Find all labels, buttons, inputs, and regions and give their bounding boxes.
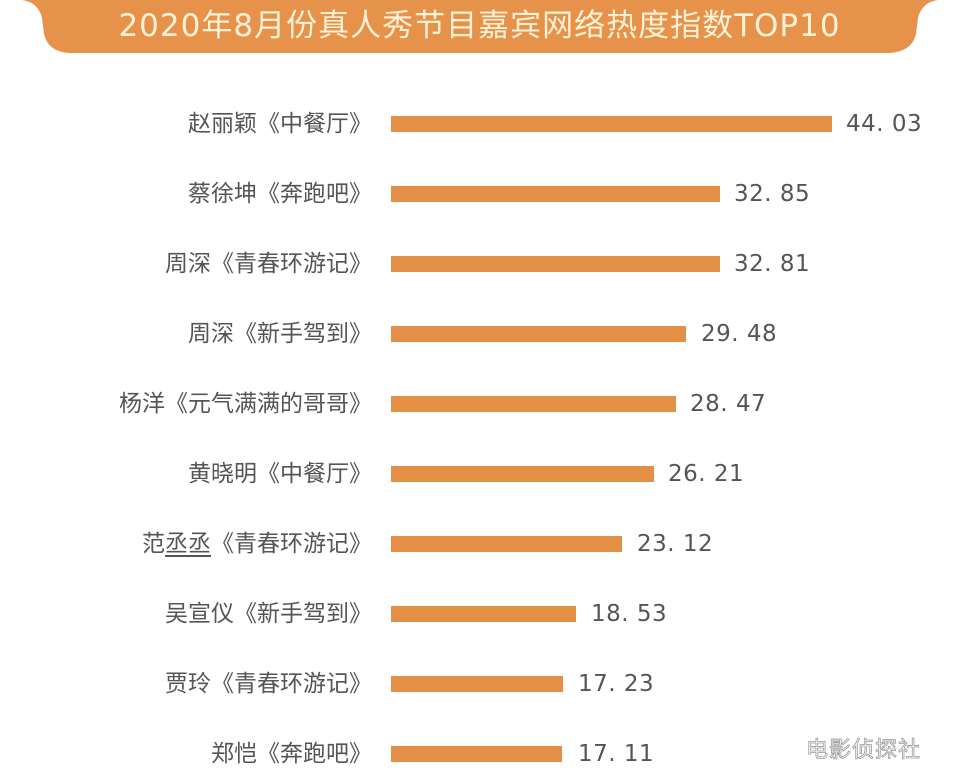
guest-name: 周深 [165,251,211,277]
value-label: 18. 53 [591,601,668,627]
value-label: 23. 12 [637,531,714,557]
banner-shape [22,0,938,53]
chart-row: 赵丽颖《中餐厅》 44. 03 [0,104,959,144]
bar [391,396,676,412]
show-name: 《青春环游记》 [211,671,372,697]
guest-name: 范 [142,531,165,557]
chart-row: 黄晓明《中餐厅》 26. 21 [0,454,959,494]
chart-row: 周深《青春环游记》 32. 81 [0,244,959,284]
show-name: 《奔跑吧》 [257,181,372,207]
chart-row: 蔡徐坤《奔跑吧》 32. 85 [0,174,959,214]
guest-name-link[interactable]: 丞丞 [165,531,211,557]
row-label: 范丞丞《青春环游记》 [142,524,372,564]
chart-row: 周深《新手驾到》 29. 48 [0,314,959,354]
show-name: 《青春环游记》 [211,251,372,277]
guest-name: 杨洋 [119,391,165,417]
value-label: 17. 11 [578,741,655,767]
show-name: 《中餐厅》 [257,461,372,487]
value-label: 32. 81 [734,251,811,277]
bar [391,326,686,342]
guest-name: 贾玲 [165,671,211,697]
row-label: 周深《青春环游记》 [165,244,372,284]
value-label: 17. 23 [578,671,655,697]
value-label: 26. 21 [668,461,745,487]
row-label: 杨洋《元气满满的哥哥》 [119,384,372,424]
show-name: 《中餐厅》 [257,111,372,137]
bar [391,606,576,622]
chart-row: 吴宣仪《新手驾到》 18. 53 [0,594,959,634]
guest-name: 周深 [188,321,234,347]
row-label: 赵丽颖《中餐厅》 [188,104,372,144]
show-name: 《奔跑吧》 [257,741,372,767]
value-label: 44. 03 [846,111,923,137]
bar [391,536,622,552]
guest-name: 黄晓明 [188,461,257,487]
bar [391,466,654,482]
show-name: 《元气满满的哥哥》 [165,391,372,417]
chart-row: 贾玲《青春环游记》 17. 23 [0,664,959,704]
chart-row: 范丞丞《青春环游记》 23. 12 [0,524,959,564]
chart-row: 郑恺《奔跑吧》 17. 11 [0,734,959,774]
guest-name: 蔡徐坤 [188,181,257,207]
show-name: 《新手驾到》 [234,601,372,627]
guest-name: 郑恺 [211,741,257,767]
title-banner: 2020年8月份真人秀节目嘉宾网络热度指数TOP10 [0,0,959,60]
row-label: 蔡徐坤《奔跑吧》 [188,174,372,214]
bar [391,116,832,132]
value-label: 32. 85 [734,181,811,207]
chart-row: 杨洋《元气满满的哥哥》 28. 47 [0,384,959,424]
row-label: 周深《新手驾到》 [188,314,372,354]
show-name: 《青春环游记》 [211,531,372,557]
bar [391,746,562,762]
show-name: 《新手驾到》 [234,321,372,347]
row-label: 吴宣仪《新手驾到》 [165,594,372,634]
guest-name: 吴宣仪 [165,601,234,627]
bar [391,256,720,272]
bar [391,186,720,202]
bar [391,676,563,692]
watermark: 电影侦探社 [806,738,922,764]
row-label: 贾玲《青春环游记》 [165,664,372,704]
value-label: 28. 47 [690,391,767,417]
guest-name: 赵丽颖 [188,111,257,137]
value-label: 29. 48 [701,321,778,347]
chart-title: 2020年8月份真人秀节目嘉宾网络热度指数TOP10 [118,8,841,44]
row-label: 黄晓明《中餐厅》 [188,454,372,494]
row-label: 郑恺《奔跑吧》 [211,734,372,774]
